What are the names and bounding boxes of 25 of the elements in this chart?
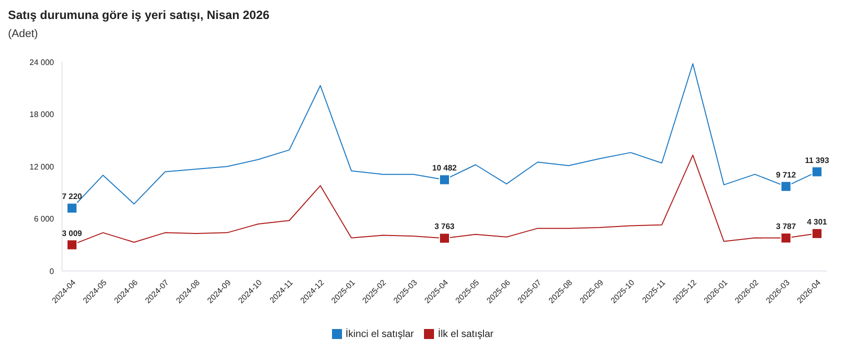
data-label: 3 763 — [434, 222, 456, 232]
point — [780, 180, 792, 192]
legend-label: İkinci el satışlar — [346, 329, 414, 340]
legend-label: İlk el satışlar — [438, 329, 494, 340]
y-tick-label: 24 000 — [30, 58, 55, 67]
data-label: 7 220 — [62, 192, 83, 202]
data-label: 9 712 — [776, 170, 797, 180]
data-label: 10 482 — [432, 164, 458, 173]
point — [439, 232, 450, 244]
chart-subtitle: (Adet) — [8, 28, 39, 40]
point — [812, 166, 822, 178]
y-tick-label: 12 000 — [30, 162, 55, 172]
point — [66, 239, 78, 250]
point — [439, 174, 450, 186]
data-label: 4 301 — [806, 218, 828, 227]
data-label: 11 393 — [804, 156, 830, 165]
data-label: 3 787 — [776, 222, 797, 232]
data-label: 3 009 — [62, 228, 83, 238]
point — [780, 232, 792, 244]
y-tick-label: 0 — [50, 266, 55, 276]
y-tick-label: 6 000 — [34, 214, 55, 224]
chart-title: Satış durumuna göre iş yeri satışı, Nisan 2026 — [8, 8, 270, 22]
point — [66, 202, 78, 214]
point — [812, 228, 822, 240]
y-tick-label: 18 000 — [30, 110, 55, 120]
